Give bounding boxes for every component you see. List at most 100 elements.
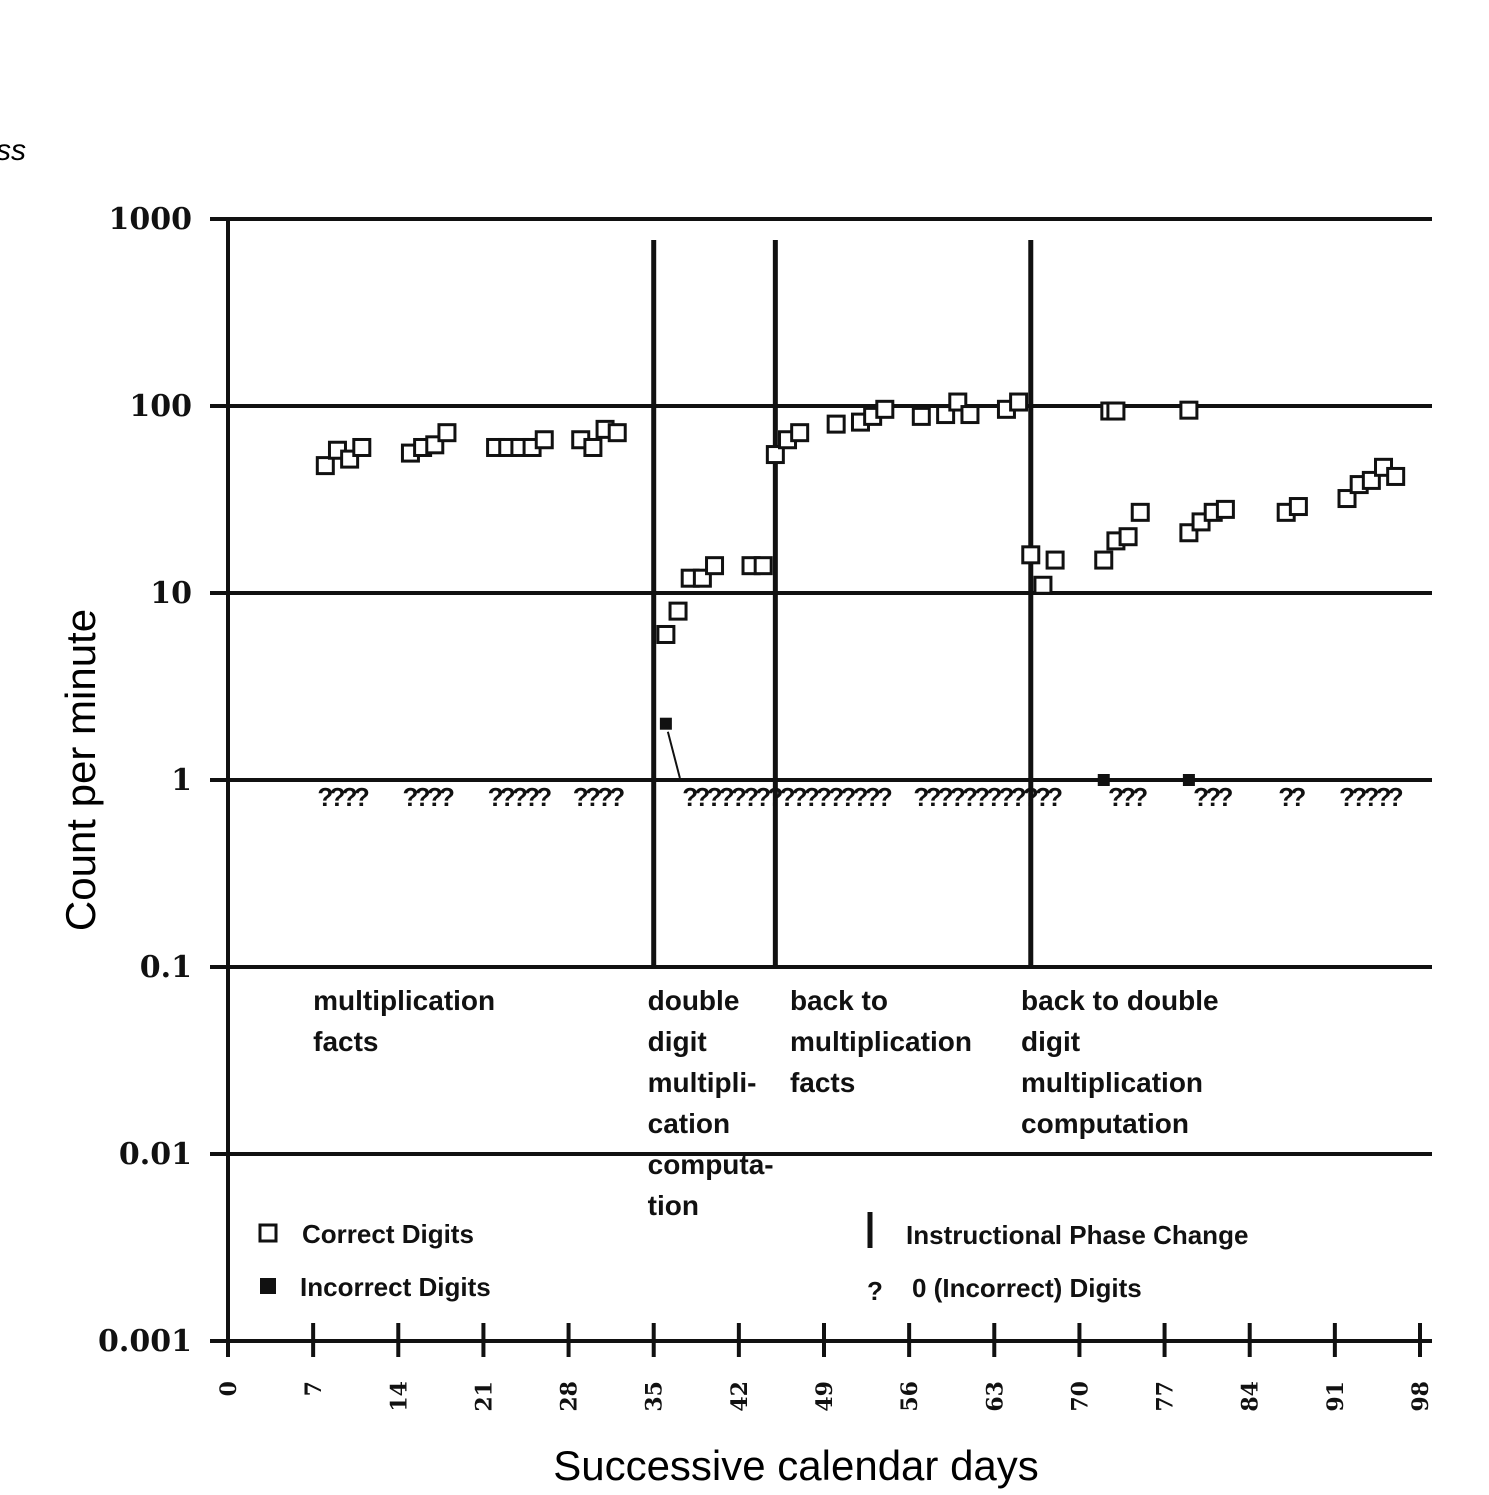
phase-label-line: facts — [790, 1067, 855, 1098]
zero-incorrect-mark: ? — [609, 782, 625, 812]
phase-label-line: multipli- — [648, 1067, 757, 1098]
zero-incorrect-mark: ? — [694, 782, 710, 812]
legend-question-label: 0 (Incorrect) Digits — [912, 1273, 1142, 1303]
zero-incorrect-markers: ????????????????????????????????????????… — [317, 782, 1403, 812]
zero-incorrect-mark: ? — [1011, 782, 1027, 812]
zero-incorrect-mark: ? — [403, 782, 419, 812]
zero-incorrect-mark: ? — [1023, 782, 1039, 812]
correct-digit-point — [790, 423, 810, 443]
y-tick-labels: 1000 100 10 1 0.1 0.01 0.001 — [98, 202, 192, 1359]
phase-label-line: cation — [648, 1108, 730, 1139]
zero-incorrect-mark: ? — [524, 782, 540, 812]
x-tick-label: 21 — [471, 1381, 497, 1412]
zero-incorrect-mark: ? — [950, 782, 966, 812]
correct-digit-point — [765, 445, 785, 465]
zero-incorrect-mark: ? — [999, 782, 1015, 812]
phase-label-line: computation — [1021, 1108, 1189, 1139]
zero-incorrect-mark: ? — [427, 782, 443, 812]
zero-incorrect-mark: ? — [354, 782, 370, 812]
zero-incorrect-mark: ? — [1108, 782, 1124, 812]
correct-digit-point — [1179, 400, 1199, 420]
zero-incorrect-mark: ? — [1047, 782, 1063, 812]
incorrect-digit-point — [1097, 774, 1110, 786]
zero-incorrect-mark: ? — [317, 782, 333, 812]
zero-incorrect-mark: ? — [500, 782, 516, 812]
y-tick-label: 0.001 — [98, 1324, 192, 1359]
zero-incorrect-mark: ? — [719, 782, 735, 812]
legend-correct-label: Correct Digits — [302, 1219, 474, 1249]
correct-digit-point — [1337, 489, 1357, 509]
zero-incorrect-mark: ? — [512, 782, 528, 812]
y-axis-title: Count per minute — [57, 609, 104, 931]
correct-digit-point — [1021, 545, 1041, 565]
zero-incorrect-mark: ? — [330, 782, 346, 812]
zero-incorrect-mark: ? — [1217, 782, 1233, 812]
y-tick-label: 0.01 — [119, 1137, 192, 1172]
legend-incorrect-symbol — [260, 1278, 276, 1294]
phase-label-line: digit — [1021, 1026, 1080, 1057]
zero-incorrect-mark: ? — [536, 782, 552, 812]
incorrect-digit-point — [1182, 774, 1195, 786]
zero-incorrect-mark: ? — [439, 782, 455, 812]
x-tick-label: 56 — [897, 1381, 923, 1412]
correct-digit-point — [437, 423, 457, 443]
x-axis-title: Successive calendar days — [553, 1442, 1039, 1489]
zero-incorrect-mark: ? — [1290, 782, 1306, 812]
correct-digit-point — [705, 556, 725, 576]
y-tick-label: 0.1 — [140, 950, 192, 985]
zero-incorrect-mark: ? — [1376, 782, 1392, 812]
correct-digit-point — [1386, 466, 1406, 486]
zero-incorrect-mark: ? — [938, 782, 954, 812]
x-tick-label: 98 — [1408, 1381, 1434, 1412]
zero-incorrect-mark: ? — [585, 782, 601, 812]
zero-incorrect-mark: ? — [913, 782, 929, 812]
zero-incorrect-mark: ? — [1363, 782, 1379, 812]
zero-incorrect-mark: ? — [488, 782, 504, 812]
correct-digit-point — [911, 406, 931, 426]
zero-incorrect-mark: ? — [865, 782, 881, 812]
corner-fragment: ss — [0, 134, 26, 167]
phase-label-line: digit — [648, 1026, 707, 1057]
x-tick-label: 91 — [1323, 1381, 1349, 1412]
phase-label-line: multiplication — [790, 1026, 972, 1057]
zero-incorrect-mark: ? — [743, 782, 759, 812]
correct-digit-point — [1045, 550, 1065, 570]
y-tick-label: 1 — [171, 763, 192, 798]
zero-incorrect-mark: ? — [804, 782, 820, 812]
phase-labels: multiplication facts double digit multipli-c… — [313, 985, 1218, 1221]
correct-digit-point — [315, 456, 335, 476]
zero-incorrect-mark: ? — [707, 782, 723, 812]
x-tick-label: 63 — [982, 1381, 1008, 1412]
correct-digit-point — [960, 405, 980, 425]
zero-incorrect-mark: ? — [780, 782, 796, 812]
x-tick-label: 49 — [812, 1381, 838, 1412]
zero-incorrect-mark: ? — [767, 782, 783, 812]
correct-digit-point — [607, 423, 627, 443]
data-points — [315, 392, 1406, 786]
zero-incorrect-mark: ? — [342, 782, 358, 812]
zero-incorrect-mark: ? — [926, 782, 942, 812]
zero-incorrect-mark: ? — [755, 782, 771, 812]
y-tick-label: 1000 — [109, 202, 193, 237]
correct-digit-point — [1215, 499, 1235, 519]
x-tick-labels: 0 7 14 21 28 35 42 49 56 63 70 77 84 91 98 — [216, 1381, 1434, 1412]
zero-incorrect-mark: ? — [853, 782, 869, 812]
zero-incorrect-mark: ? — [1351, 782, 1367, 812]
phase-label-line: double — [648, 985, 740, 1016]
phase-label-line: multiplication — [1021, 1067, 1203, 1098]
correct-digit-point — [1094, 550, 1114, 570]
zero-incorrect-mark: ? — [877, 782, 893, 812]
zero-incorrect-mark: ? — [682, 782, 698, 812]
gridlines — [210, 217, 1432, 1343]
legend-phase-label: Instructional Phase Change — [906, 1220, 1248, 1250]
zero-incorrect-mark: ? — [731, 782, 747, 812]
legend-question-symbol: ? — [867, 1276, 883, 1306]
zero-incorrect-mark: ? — [1205, 782, 1221, 812]
zero-incorrect-mark: ? — [1035, 782, 1051, 812]
phase-label-line: back to double — [1021, 985, 1219, 1016]
zero-incorrect-mark: ? — [573, 782, 589, 812]
phase-label-line: multiplication — [313, 985, 495, 1016]
zero-incorrect-mark: ? — [962, 782, 978, 812]
zero-incorrect-mark: ? — [974, 782, 990, 812]
